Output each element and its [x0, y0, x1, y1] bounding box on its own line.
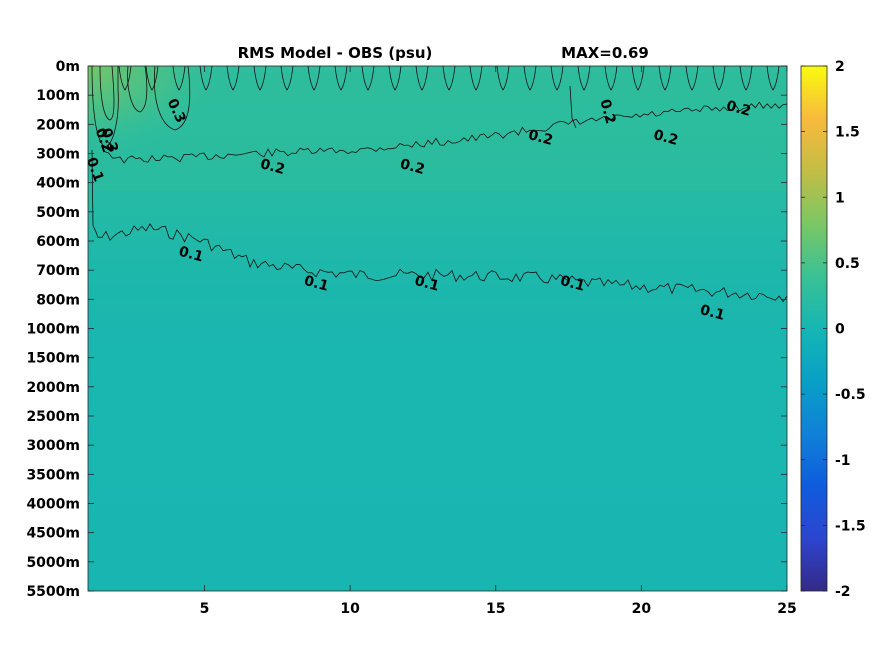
contour-lobe — [658, 65, 672, 91]
colorbar-tick-label: 0 — [835, 322, 845, 338]
contour-lobe — [712, 65, 726, 91]
colorbar-tick-label: 0.5 — [835, 256, 860, 272]
contour-label: 0.2 — [652, 127, 680, 149]
y-tick-label: 4500m — [26, 526, 80, 542]
max-label: MAX=0.69 — [561, 44, 649, 62]
y-tick-label: 500m — [36, 205, 80, 221]
y-tick-label: 400m — [36, 176, 80, 192]
contour-label: 0.2 — [398, 156, 426, 178]
contour-lobe — [172, 65, 186, 91]
contour-lobe — [415, 65, 429, 91]
contour-inner — [99, 65, 115, 121]
chart-title: RMS Model - OBS (psu) — [238, 44, 433, 62]
contour-lobe — [226, 65, 240, 91]
contour-lobe — [118, 65, 132, 91]
contour-fragment — [569, 85, 577, 129]
contour-label: 0.2 — [724, 98, 752, 120]
colorbar-tick-label: 1 — [835, 190, 845, 206]
y-tick-label: 0m — [56, 59, 80, 75]
y-tick-label: 5500m — [26, 584, 80, 600]
x-tick-label: 15 — [486, 601, 505, 617]
contour-label: 0.1 — [558, 273, 586, 295]
contour-label: 0.1 — [413, 273, 441, 295]
contour-label: 0.1 — [83, 155, 107, 184]
contour-label: 0.3 — [97, 126, 121, 155]
y-tick-label: 4000m — [26, 497, 80, 513]
contour-lobe — [577, 65, 591, 91]
contour-lines — [91, 65, 788, 303]
colorbar-tick-label: -2 — [835, 584, 851, 600]
heatmap-field — [88, 66, 787, 591]
contour-label: 0.1 — [302, 273, 330, 295]
contour-label: 0.2 — [258, 156, 286, 178]
contour-0-3-left — [91, 65, 119, 147]
contour-lobe — [145, 65, 159, 91]
contour-lobe — [334, 65, 348, 91]
contour-lobe — [685, 65, 699, 91]
contour-lobe — [469, 65, 483, 91]
contour-lobe — [523, 65, 537, 91]
contour-lobe — [199, 65, 213, 91]
y-tick-label: 3500m — [26, 467, 80, 483]
contour-0-2 — [104, 101, 788, 164]
y-tick-label: 600m — [36, 234, 80, 250]
y-tick-label: 2000m — [26, 380, 80, 396]
contour-lobe — [766, 65, 780, 91]
y-axis: 0m 100m 200m 300m 400m 500m 600m 700m 800m 1000m 1… — [26, 59, 787, 600]
contour-inner-2 — [127, 65, 148, 113]
contour-lobe — [604, 65, 618, 91]
contour-0-1 — [91, 149, 788, 303]
contour-label: 0.2 — [92, 126, 116, 155]
contour-label: 0.2 — [526, 127, 554, 149]
x-tick-label: 5 — [200, 601, 210, 617]
contour-lobe — [631, 65, 645, 91]
contour-lobe — [388, 65, 402, 91]
y-tick-label: 100m — [36, 88, 80, 104]
y-tick-label: 1000m — [26, 322, 80, 338]
contour-label: 0.2 — [596, 98, 618, 126]
y-tick-label: 800m — [36, 292, 80, 308]
contour-lobe — [307, 65, 321, 91]
y-tick-label: 200m — [36, 117, 80, 133]
y-tick-label: 1500m — [26, 351, 80, 367]
contour-lobe — [739, 65, 753, 91]
x-tick-label: 25 — [777, 601, 796, 617]
contour-lobe — [550, 65, 564, 91]
y-tick-label: 700m — [36, 263, 80, 279]
contour-0-3 — [154, 65, 191, 131]
y-tick-label: 300m — [36, 147, 80, 163]
colorbar-tick-label: 2 — [835, 59, 845, 75]
colorbar-tick-label: -0.5 — [835, 387, 866, 403]
contour-lobe — [361, 65, 375, 91]
y-tick-label: 3000m — [26, 438, 80, 454]
x-tick-label: 10 — [340, 601, 360, 617]
contour-lobe — [253, 65, 267, 91]
contour-label: 0.1 — [177, 244, 205, 266]
colorbar-ticks: 2 1.5 1 0.5 0 -0.5 -1 -1.5 -2 — [801, 59, 866, 600]
y-tick-label: 2500m — [26, 409, 80, 425]
y-tick-label: 5000m — [26, 555, 80, 571]
colorbar-tick-label: 1.5 — [835, 125, 860, 141]
contour-lobe — [496, 65, 510, 91]
x-axis: 5 10 15 20 25 — [200, 66, 797, 617]
colorbar-tick-label: -1 — [835, 453, 851, 469]
colorbar-tick-label: -1.5 — [835, 518, 866, 534]
contour-label: 0.1 — [698, 302, 726, 324]
x-tick-label: 20 — [632, 601, 652, 617]
contour-lobe — [442, 65, 456, 91]
contour-lobe — [280, 65, 294, 91]
